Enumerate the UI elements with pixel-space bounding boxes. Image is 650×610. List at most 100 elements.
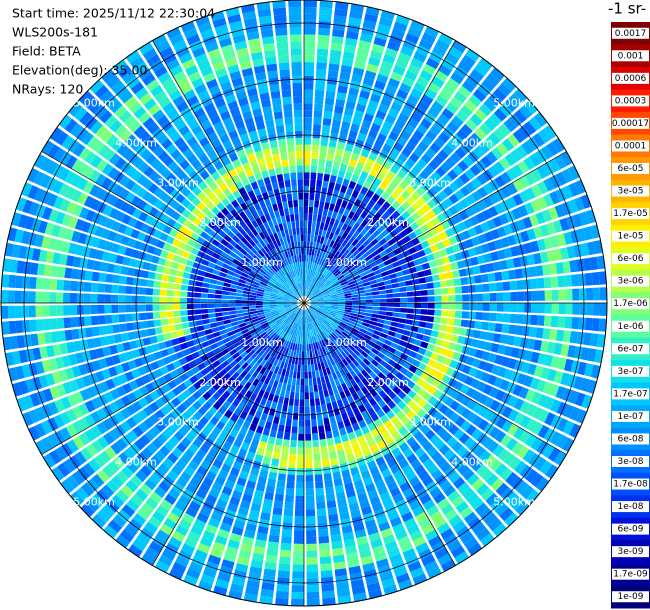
range-cell	[280, 230, 286, 238]
range-cell	[310, 304, 318, 306]
range-cell	[334, 260, 341, 267]
range-cell	[316, 348, 321, 357]
range-cell	[543, 315, 552, 327]
range-cell	[156, 334, 165, 343]
range-cell	[255, 325, 263, 331]
range-cell	[391, 354, 400, 363]
range-cell	[536, 379, 547, 393]
range-cell	[512, 129, 526, 144]
range-cell	[406, 261, 415, 268]
range-cell	[477, 83, 491, 97]
range-cell	[313, 110, 323, 118]
range-cell	[128, 380, 139, 391]
range-cell	[379, 491, 391, 502]
range-cell	[413, 308, 421, 315]
range-cell	[261, 99, 271, 108]
range-cell	[250, 352, 258, 360]
range-cell	[393, 174, 403, 185]
range-cell	[104, 218, 115, 229]
range-cell	[404, 255, 413, 263]
range-cell	[167, 380, 177, 390]
range-cell	[335, 148, 344, 157]
range-cell	[321, 583, 335, 592]
range-cell	[299, 309, 302, 317]
range-cell	[398, 318, 406, 324]
range-cell	[190, 247, 200, 256]
range-cell	[248, 94, 260, 104]
range-cell	[348, 460, 358, 469]
range-cell	[77, 467, 90, 481]
range-cell	[68, 455, 82, 469]
range-cell	[296, 227, 300, 235]
range-cell	[173, 344, 182, 353]
range-cell	[365, 575, 379, 586]
range-cell	[258, 441, 267, 450]
range-cell	[71, 328, 80, 340]
range-cell	[292, 248, 296, 256]
range-cell	[223, 247, 232, 255]
range-cell	[287, 341, 292, 349]
range-cell	[257, 404, 265, 413]
range-cell	[271, 423, 279, 431]
range-cell	[316, 308, 323, 313]
range-cell	[269, 297, 277, 301]
range-cell	[324, 396, 331, 404]
range-cell	[468, 367, 478, 377]
range-cell	[257, 314, 265, 318]
range-cell	[196, 275, 204, 282]
range-cell	[366, 189, 375, 199]
range-cell	[179, 342, 189, 350]
range-cell	[247, 87, 258, 97]
range-cell	[159, 250, 169, 259]
range-cell	[419, 315, 428, 322]
range-cell	[291, 585, 304, 593]
range-cell	[396, 195, 406, 205]
range-cell	[230, 107, 241, 117]
range-cell	[168, 324, 176, 332]
range-cell	[292, 307, 299, 312]
range-cell	[263, 325, 271, 332]
range-cell	[295, 248, 299, 256]
range-cell	[233, 363, 241, 372]
range-cell	[544, 396, 555, 410]
range-cell	[405, 216, 415, 226]
range-cell	[277, 293, 285, 297]
range-cell	[299, 206, 304, 214]
range-cell	[41, 436, 54, 452]
range-cell	[165, 143, 177, 155]
range-cell	[347, 278, 355, 283]
range-cell	[12, 350, 22, 365]
range-cell	[467, 227, 477, 238]
range-cell	[367, 100, 379, 110]
range-cell	[433, 411, 444, 422]
range-cell	[239, 220, 247, 229]
range-cell	[369, 183, 378, 193]
range-cell	[304, 316, 307, 324]
range-cell	[119, 175, 131, 187]
range-cell	[280, 339, 286, 346]
range-cell	[339, 405, 346, 414]
range-cell	[101, 228, 111, 240]
range-cell	[83, 95, 98, 110]
range-cell	[489, 312, 497, 322]
range-cell	[83, 293, 91, 303]
range-cell	[353, 110, 364, 120]
range-cell	[504, 153, 517, 166]
range-cell	[173, 290, 181, 297]
range-cell	[326, 402, 333, 411]
range-cell	[130, 493, 144, 507]
range-cell	[310, 304, 318, 308]
range-cell	[113, 198, 125, 210]
range-cell	[275, 167, 283, 175]
range-cell	[153, 280, 161, 288]
range-cell	[300, 234, 304, 242]
range-cell	[111, 376, 122, 387]
range-cell	[544, 354, 554, 367]
range-cell	[413, 314, 421, 321]
range-cell	[429, 124, 442, 136]
range-cell	[311, 371, 316, 379]
range-cell	[279, 322, 286, 329]
range-cell	[430, 330, 439, 338]
range-cell	[68, 353, 78, 366]
range-cell	[543, 193, 554, 207]
